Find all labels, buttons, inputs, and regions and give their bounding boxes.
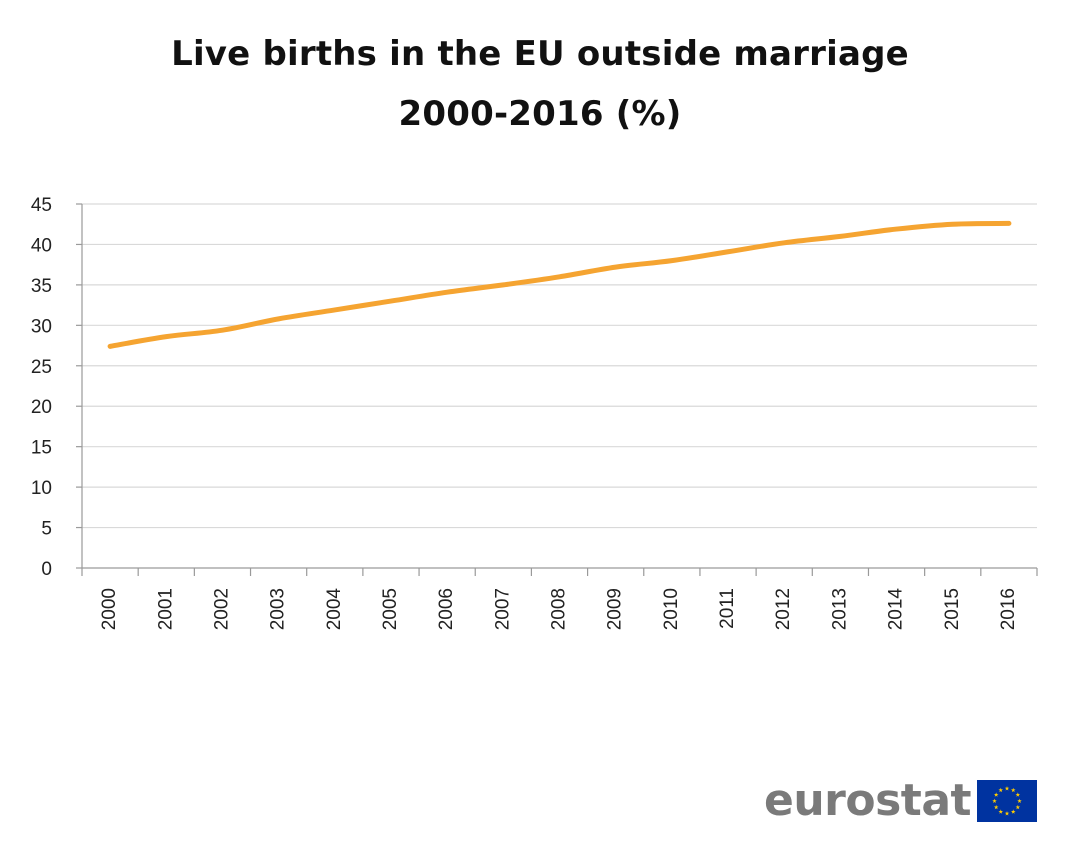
eurostat-logo: eurostat (764, 775, 1038, 826)
flag-star (998, 809, 1004, 814)
y-tick-label-5: 5 (41, 519, 52, 540)
x-tick-label-2015: 2015 (942, 588, 963, 630)
x-tick-label-2012: 2012 (773, 588, 794, 630)
logo-text: eurostat (764, 775, 972, 826)
y-tick-label-20: 20 (31, 397, 52, 418)
eu-flag-icon (977, 780, 1038, 822)
y-tick-label-45: 45 (31, 195, 52, 216)
series-layer (107, 220, 1012, 349)
flag-star (992, 798, 997, 803)
y-tick-label-30: 30 (31, 316, 52, 337)
axes (81, 204, 1037, 569)
chart-title-line1: Live births in the EU outside marriage (171, 34, 909, 74)
x-tick-label-2006: 2006 (436, 588, 457, 630)
x-tick-label-2005: 2005 (380, 588, 401, 630)
y-tick-label-25: 25 (31, 357, 52, 378)
x-tick-label-2009: 2009 (605, 588, 626, 630)
flag-star (1004, 811, 1010, 816)
x-tick-label-2013: 2013 (829, 588, 850, 630)
flag-star (998, 787, 1004, 793)
y-tick-label-15: 15 (31, 438, 52, 459)
x-tick-label-2000: 2000 (99, 588, 120, 630)
x-tick-label-2004: 2004 (324, 588, 345, 631)
chart-title-line2: 2000-2016 (%) (398, 94, 682, 134)
flag-star (1015, 792, 1021, 797)
flag-star (1011, 787, 1016, 793)
flag-star (1004, 786, 1010, 791)
x-tick-label-2008: 2008 (549, 588, 570, 630)
y-tick-label-40: 40 (31, 235, 52, 256)
flag-star (1017, 798, 1022, 803)
y-tick-label-0: 0 (41, 559, 52, 580)
x-tick-label-2002: 2002 (211, 588, 232, 630)
x-tick-label-2007: 2007 (492, 588, 513, 630)
x-tick-label-2011: 2011 (717, 588, 738, 629)
flag-star (1015, 804, 1021, 810)
x-tick-label-2016: 2016 (998, 588, 1019, 630)
x-tick-label-2001: 2001 (155, 588, 176, 630)
x-tick-label-2014: 2014 (886, 588, 907, 631)
y-tick-label-35: 35 (31, 276, 52, 297)
x-axis-ticks: 2000 2001 2002 2003 2004 2005 2006 2007 2008 2009… (81, 568, 1038, 631)
y-tick-label-10: 10 (31, 478, 52, 499)
flag-star (993, 804, 999, 810)
gridlines (82, 203, 1037, 529)
x-tick-label-2003: 2003 (268, 588, 289, 630)
flag-star (993, 792, 999, 797)
x-tick-label-2010: 2010 (661, 588, 682, 630)
flag-star (1011, 809, 1016, 814)
y-axis-ticks: 0 5 10 15 20 25 30 35 40 45 (31, 195, 82, 580)
